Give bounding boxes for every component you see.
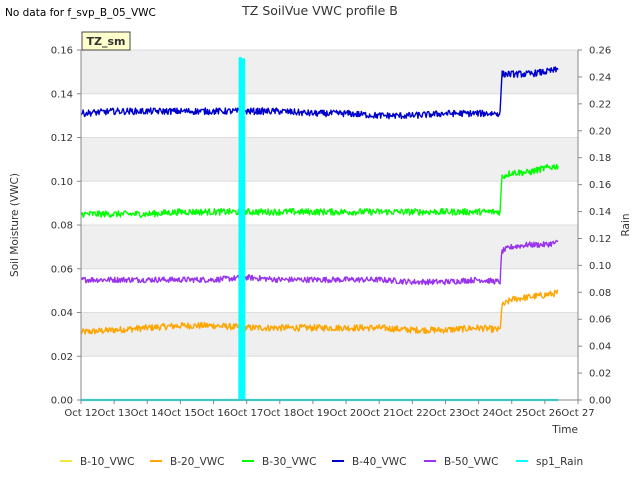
badge-box [81,31,131,51]
x-tick-label: Oct 21 [363,408,396,419]
plot-band [81,50,578,94]
legend-label: B-10_VWC [80,456,135,468]
badge-label: TZ_sm [87,35,126,48]
x-tick-label: Oct 20 [329,408,362,419]
x-tick-label: Oct 25 [495,408,528,419]
x-tick-label: Oct 23 [429,408,462,419]
y2-tick-label: 0.10 [589,261,611,272]
y-tick-label: 0.08 [51,221,73,232]
legend-label: B-40_VWC [352,456,407,468]
x-tick-label: Oct 14 [131,408,164,419]
y2-tick-label: 0.14 [589,207,611,218]
y2-tick-label: 0.06 [589,315,611,326]
series-line-b-50-vwc [80,239,559,286]
y2-tick-label: 0.26 [589,46,611,57]
series-line-b-20-vwc [80,289,559,335]
y2-tick-label: 0.16 [589,180,611,191]
plot-band [81,137,578,182]
x-tick-label: Oct 24 [462,408,495,419]
x-tick-label: Oct 22 [396,408,429,419]
legend-label: B-20_VWC [170,456,225,468]
y2-tick-label: 0.20 [589,126,611,137]
x-tick-label: Oct 27 [561,408,594,419]
x-tick-label: Oct 12 [64,408,97,419]
x-axis-label: Time [551,424,578,436]
plot-band [81,312,578,357]
y-tick-label: 0.06 [51,264,73,275]
y-tick-label: 0.04 [51,308,73,319]
series-line-b-40-vwc [80,66,559,120]
y2-tick-label: 0.12 [589,234,611,245]
y2-axis-label: Rain [620,213,632,236]
chart-title: TZ SoilVue VWC profile B [241,3,398,18]
x-tick-label: Oct 17 [230,408,263,419]
y2-tick-label: 0.08 [589,288,611,299]
legend-label: B-50_VWC [444,456,499,468]
x-tick-label: Oct 19 [296,408,329,419]
x-tick-label: Oct 18 [263,408,296,419]
y-tick-label: 0.10 [51,177,73,188]
y2-tick-label: 0.04 [589,342,611,353]
y2-tick-label: 0.02 [589,369,611,380]
series-line-b-30-vwc [80,163,559,219]
legend-label: B-30_VWC [262,456,317,468]
y-tick-label: 0.14 [51,89,73,100]
x-tick-label: Oct 13 [98,408,131,419]
x-tick-label: Oct 16 [197,408,230,419]
y2-tick-label: 0.24 [589,72,611,83]
y-tick-label: 0.00 [51,396,73,407]
y2-tick-label: 0.18 [589,153,611,164]
y-tick-label: 0.16 [51,46,73,57]
no-data-notice: No data for f_svp_B_05_VWC [5,7,156,19]
y2-tick-label: 0.22 [589,99,611,110]
x-tick-label: Oct 15 [164,408,197,419]
legend-label: sp1_Rain [536,456,583,468]
x-tick-label: Oct 26 [528,408,561,419]
y-axis-label: Soil Moisture (VWC) [9,173,21,277]
plot-band [81,225,578,269]
y-tick-label: 0.02 [51,352,73,363]
y-tick-label: 0.12 [51,133,73,144]
y2-tick-label: 0.00 [589,396,611,407]
